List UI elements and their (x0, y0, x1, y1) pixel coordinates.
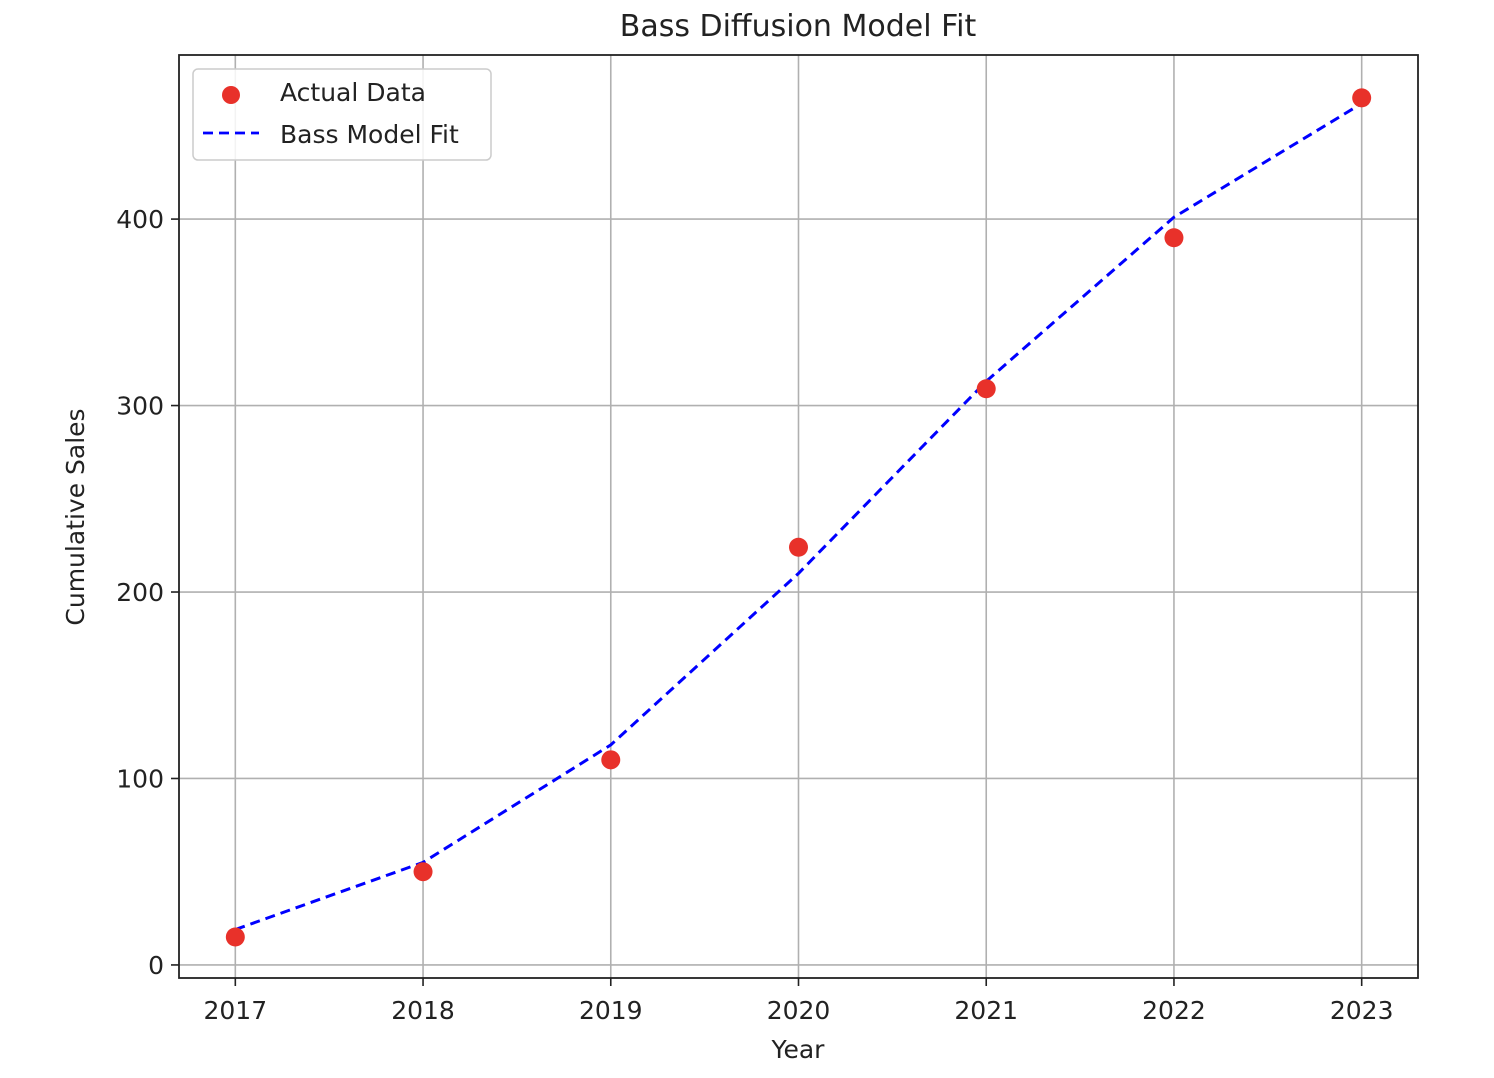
legend-label-actual-data: Actual Data (280, 78, 426, 107)
chart-title: Bass Diffusion Model Fit (620, 9, 977, 44)
actual-data-point (976, 379, 996, 399)
actual-data-point (789, 537, 808, 557)
actual-data-point (413, 862, 433, 882)
actual-data-point (601, 750, 621, 770)
legend-marker-actual-data (222, 86, 240, 104)
y-tick-label: 400 (116, 205, 164, 234)
legend-box (192, 68, 492, 161)
actual-data-point (225, 927, 245, 947)
grid (179, 55, 1418, 978)
y-axis-label: Cumulative Sales (61, 408, 90, 625)
x-axis-ticks: 2017 2018 2019 2020 2021 2022 2023 (204, 978, 1394, 1025)
y-axis-ticks: 0 100 200 300 400 (116, 205, 179, 980)
actual-data-points (225, 88, 1372, 947)
x-tick-label: 2022 (1142, 996, 1206, 1025)
legend: Actual Data Bass Model Fit (192, 68, 492, 161)
x-tick-label: 2023 (1330, 996, 1394, 1025)
x-tick-label: 2018 (391, 996, 455, 1025)
actual-data-point (1352, 88, 1372, 108)
actual-data-point (1164, 228, 1184, 248)
x-tick-label: 2020 (767, 996, 831, 1025)
y-tick-label: 200 (116, 578, 164, 607)
y-tick-label: 300 (116, 392, 164, 421)
y-tick-label: 0 (148, 951, 164, 980)
x-tick-label: 2017 (204, 996, 268, 1025)
legend-label-bass-model-fit: Bass Model Fit (280, 120, 459, 149)
x-axis-label: Year (771, 1035, 826, 1064)
y-tick-label: 100 (116, 764, 164, 793)
x-tick-label: 2019 (579, 996, 643, 1025)
x-tick-label: 2021 (954, 996, 1018, 1025)
